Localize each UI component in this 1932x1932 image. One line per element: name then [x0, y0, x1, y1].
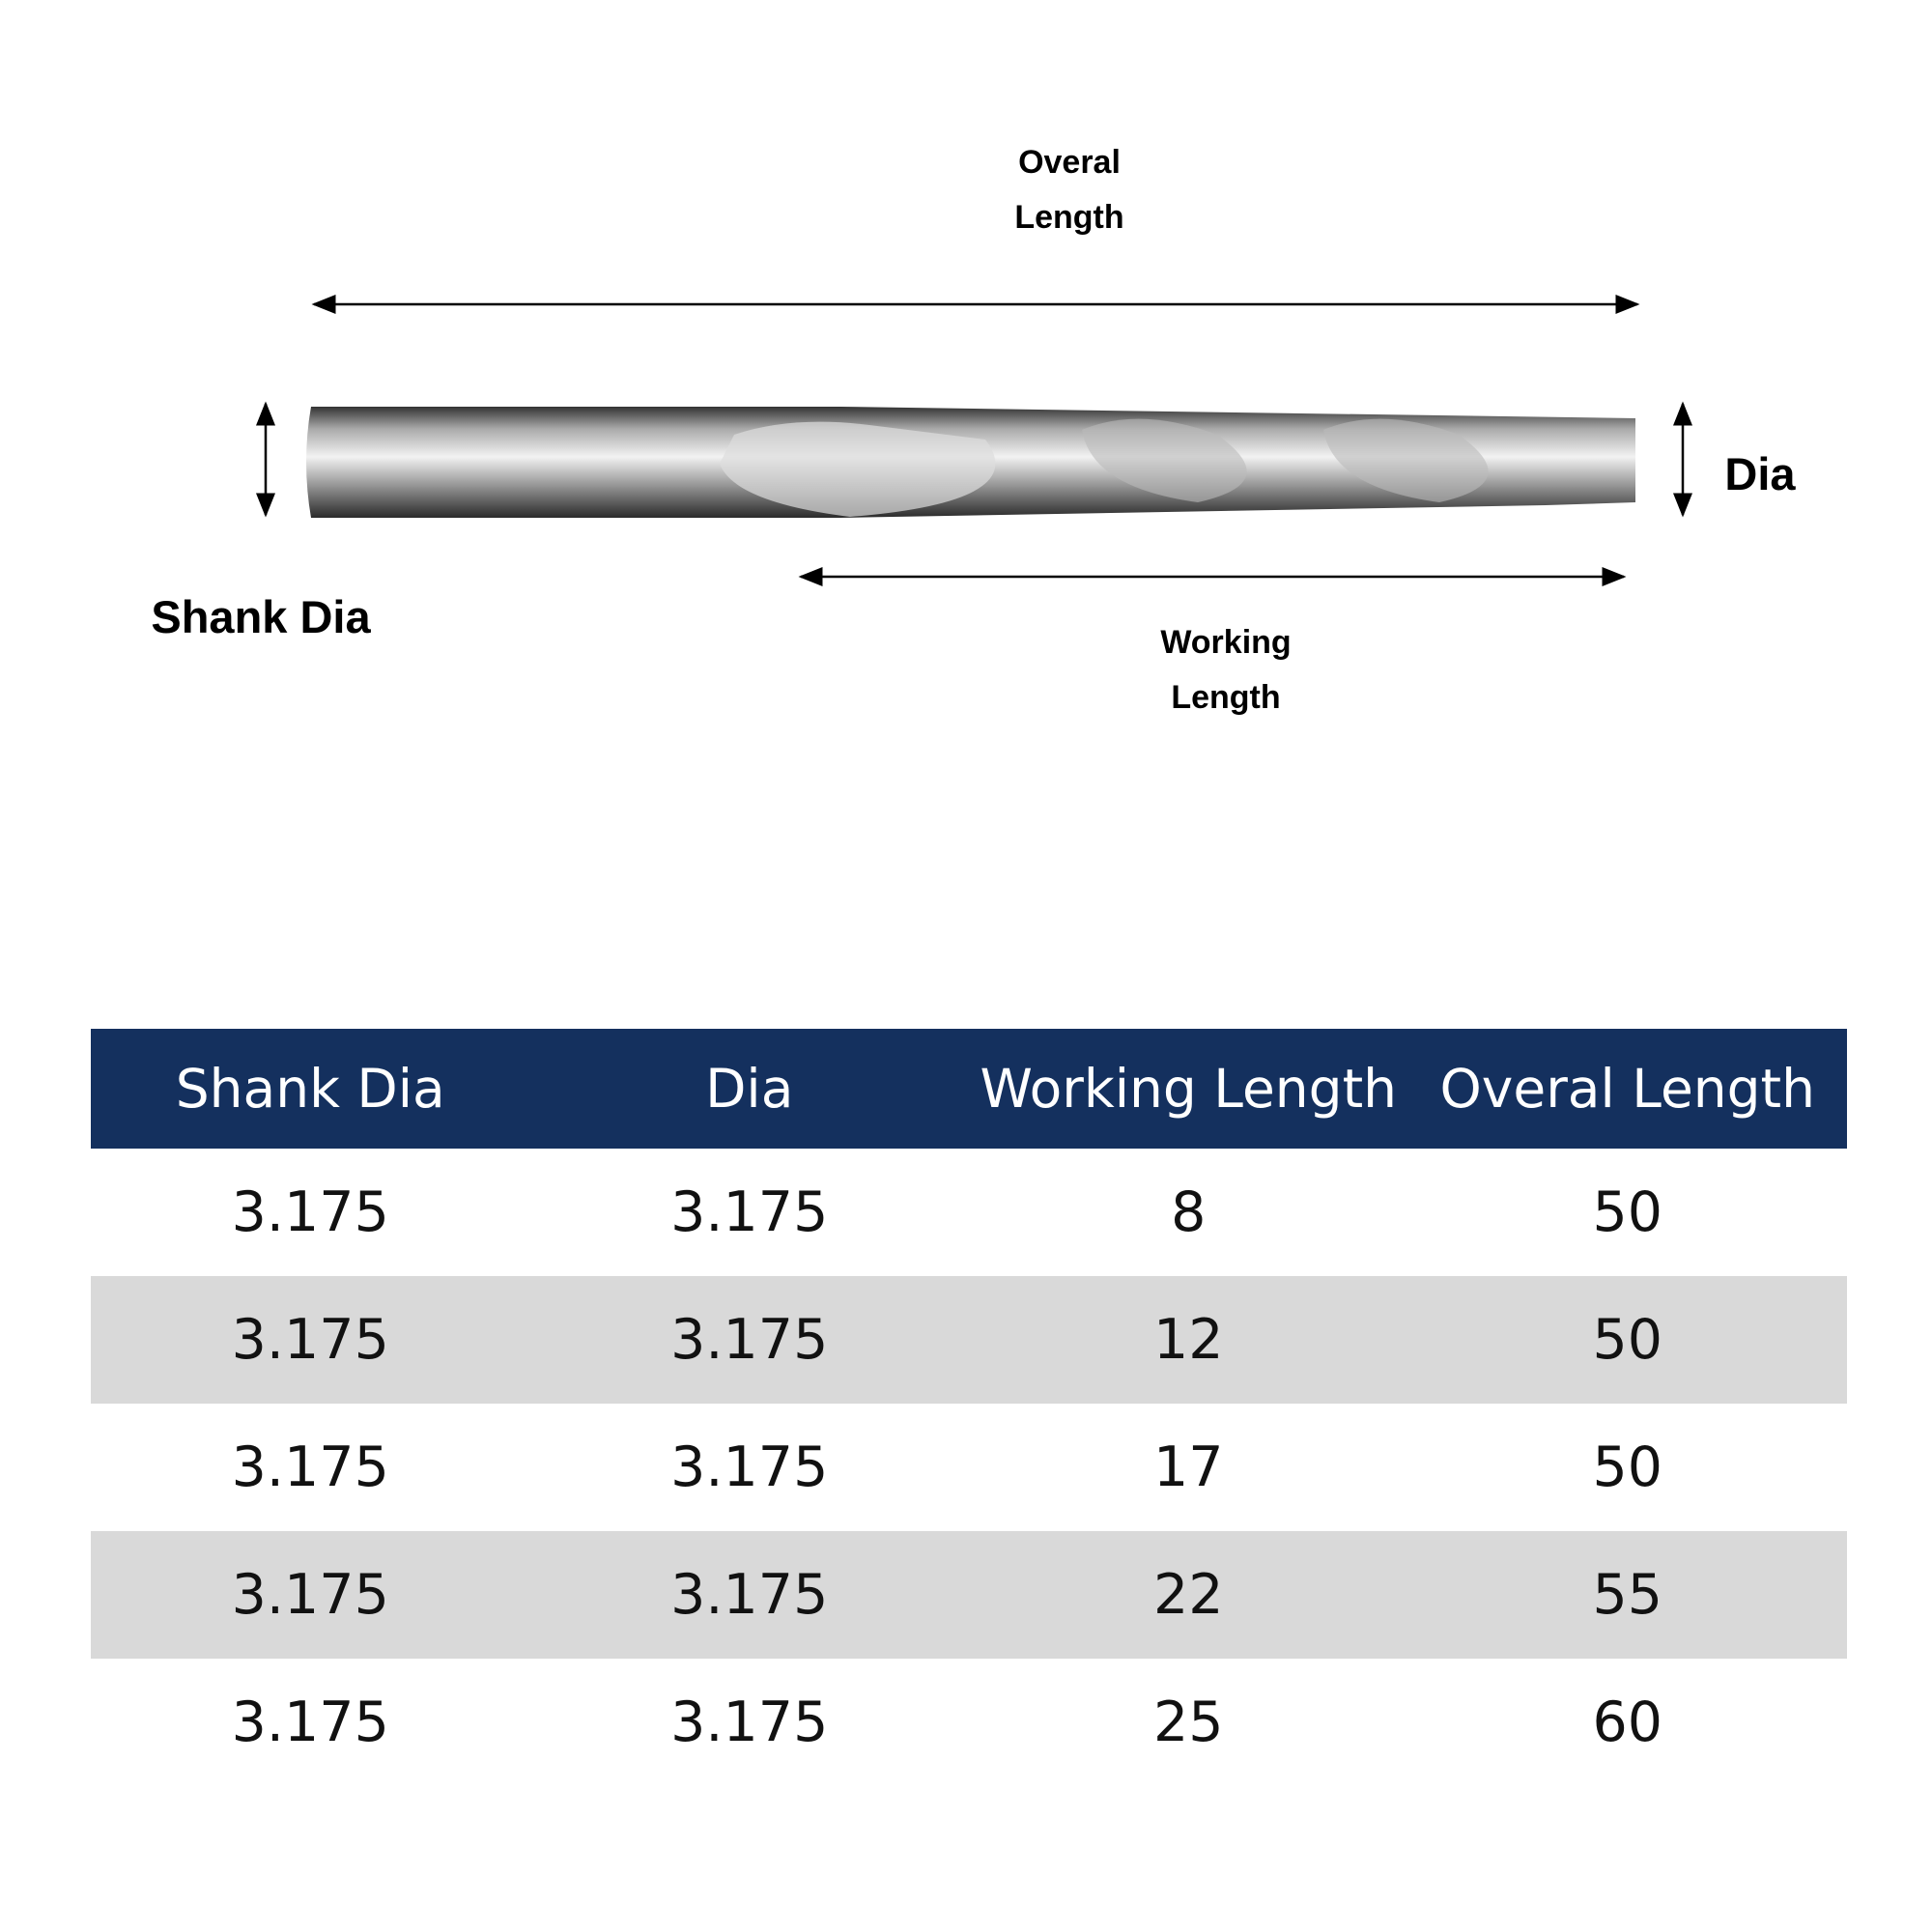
- table-cell: 17: [1152, 1435, 1224, 1499]
- flute: [1082, 418, 1247, 502]
- table-row: 3.175 3.175 12 50: [91, 1276, 1847, 1404]
- label-line: Length: [1014, 199, 1124, 236]
- table-cell: 3.175: [231, 1308, 389, 1372]
- tool-drawing: [256, 295, 1692, 586]
- table-cell: 3.175: [231, 1435, 389, 1499]
- flute: [1323, 418, 1489, 502]
- overall-length-label: Overal Length: [1014, 135, 1123, 245]
- table-cell: 3.175: [670, 1180, 829, 1244]
- table-cell: 50: [1592, 1180, 1663, 1244]
- header-cell: Shank Dia: [175, 1058, 445, 1120]
- table-cell: 3.175: [231, 1690, 389, 1754]
- flute: [720, 421, 996, 517]
- shank-dia-label: Shank Dia: [151, 591, 371, 642]
- table-cell: 25: [1152, 1690, 1224, 1754]
- table-cell: 3.175: [231, 1563, 389, 1627]
- table-cell: 22: [1152, 1563, 1224, 1627]
- table-cell: 3.175: [670, 1435, 829, 1499]
- header-cell: Overal Length: [1439, 1058, 1815, 1120]
- table-row: 3.175 3.175 25 60: [91, 1659, 1847, 1786]
- header-cell: Dia: [705, 1058, 794, 1120]
- spec-table: Shank Dia Dia Working Length Overal Length 3…: [91, 1029, 1847, 1786]
- table-cell: 8: [1171, 1180, 1207, 1244]
- table-cell: 12: [1152, 1308, 1224, 1372]
- table-row: 3.175 3.175 17 50: [91, 1404, 1847, 1531]
- label-line: Length: [1171, 679, 1281, 716]
- table-cell: 50: [1592, 1308, 1663, 1372]
- table-row: 3.175 3.175 22 55: [91, 1531, 1847, 1659]
- table-cell: 50: [1592, 1435, 1663, 1499]
- table-cell: 3.175: [670, 1690, 829, 1754]
- label-line: Working: [1160, 624, 1292, 661]
- dia-label: Dia: [1724, 448, 1796, 499]
- table-cell: 3.175: [231, 1180, 389, 1244]
- table-cell: 55: [1592, 1563, 1663, 1627]
- table-cell: 3.175: [670, 1563, 829, 1627]
- label-line: Overal: [1018, 144, 1121, 181]
- table-cell: 3.175: [670, 1308, 829, 1372]
- header-cell: Working Length: [980, 1058, 1397, 1120]
- header-row: Shank Dia Dia Working Length Overal Length: [91, 1029, 1847, 1149]
- table-row: 3.175 3.175 8 50: [91, 1149, 1847, 1276]
- working-length-label: Working Length: [1160, 615, 1291, 725]
- table-cell: 60: [1592, 1690, 1663, 1754]
